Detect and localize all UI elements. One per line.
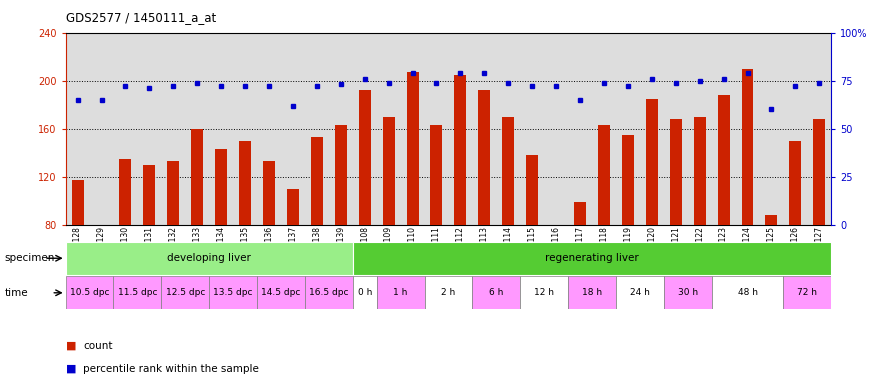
Bar: [669, 119, 682, 225]
Text: 48 h: 48 h: [738, 288, 758, 297]
Bar: [335, 125, 346, 225]
Bar: [694, 117, 705, 225]
Bar: [598, 125, 610, 225]
Bar: [353, 242, 831, 275]
Text: 11.5 dpc: 11.5 dpc: [117, 288, 158, 297]
Bar: [376, 276, 424, 309]
Bar: [257, 276, 304, 309]
Bar: [263, 161, 275, 225]
Bar: [66, 276, 114, 309]
Bar: [66, 242, 353, 275]
Bar: [479, 90, 490, 225]
Text: developing liver: developing liver: [167, 253, 251, 263]
Bar: [120, 159, 131, 225]
Bar: [574, 202, 586, 225]
Bar: [646, 99, 658, 225]
Text: GDS2577 / 1450111_a_at: GDS2577 / 1450111_a_at: [66, 12, 216, 25]
Bar: [359, 90, 371, 225]
Text: 10.5 dpc: 10.5 dpc: [70, 288, 109, 297]
Bar: [718, 95, 730, 225]
Bar: [353, 276, 376, 309]
Text: 6 h: 6 h: [489, 288, 503, 297]
Bar: [161, 276, 209, 309]
Bar: [568, 276, 616, 309]
Bar: [711, 276, 783, 309]
Text: regenerating liver: regenerating liver: [545, 253, 639, 263]
Text: 1 h: 1 h: [394, 288, 408, 297]
Text: percentile rank within the sample: percentile rank within the sample: [83, 364, 259, 374]
Bar: [287, 189, 299, 225]
Bar: [304, 276, 353, 309]
Text: 13.5 dpc: 13.5 dpc: [214, 288, 253, 297]
Text: 72 h: 72 h: [797, 288, 817, 297]
Bar: [622, 135, 634, 225]
Text: 12 h: 12 h: [534, 288, 554, 297]
Text: 24 h: 24 h: [630, 288, 650, 297]
Bar: [144, 165, 156, 225]
Bar: [616, 276, 664, 309]
Bar: [766, 215, 777, 225]
Bar: [526, 155, 538, 225]
Bar: [741, 69, 753, 225]
Bar: [114, 276, 161, 309]
Bar: [789, 141, 802, 225]
Bar: [783, 276, 831, 309]
Bar: [424, 276, 473, 309]
Bar: [430, 125, 443, 225]
Bar: [192, 129, 203, 225]
Bar: [813, 119, 825, 225]
Text: time: time: [4, 288, 28, 298]
Text: ■: ■: [66, 341, 76, 351]
Text: 16.5 dpc: 16.5 dpc: [309, 288, 348, 297]
Text: count: count: [83, 341, 113, 351]
Bar: [454, 74, 466, 225]
Bar: [521, 276, 568, 309]
Text: 30 h: 30 h: [677, 288, 697, 297]
Text: ■: ■: [66, 364, 76, 374]
Text: 2 h: 2 h: [441, 288, 456, 297]
Text: 18 h: 18 h: [582, 288, 602, 297]
Bar: [209, 276, 257, 309]
Text: specimen: specimen: [4, 253, 55, 263]
Bar: [382, 117, 395, 225]
Bar: [167, 161, 179, 225]
Text: 12.5 dpc: 12.5 dpc: [165, 288, 205, 297]
Bar: [407, 72, 418, 225]
Bar: [239, 141, 251, 225]
Text: 14.5 dpc: 14.5 dpc: [262, 288, 301, 297]
Bar: [664, 276, 711, 309]
Text: 0 h: 0 h: [358, 288, 372, 297]
Bar: [311, 137, 323, 225]
Bar: [215, 149, 228, 225]
Bar: [72, 180, 84, 225]
Bar: [502, 117, 514, 225]
Bar: [473, 276, 521, 309]
